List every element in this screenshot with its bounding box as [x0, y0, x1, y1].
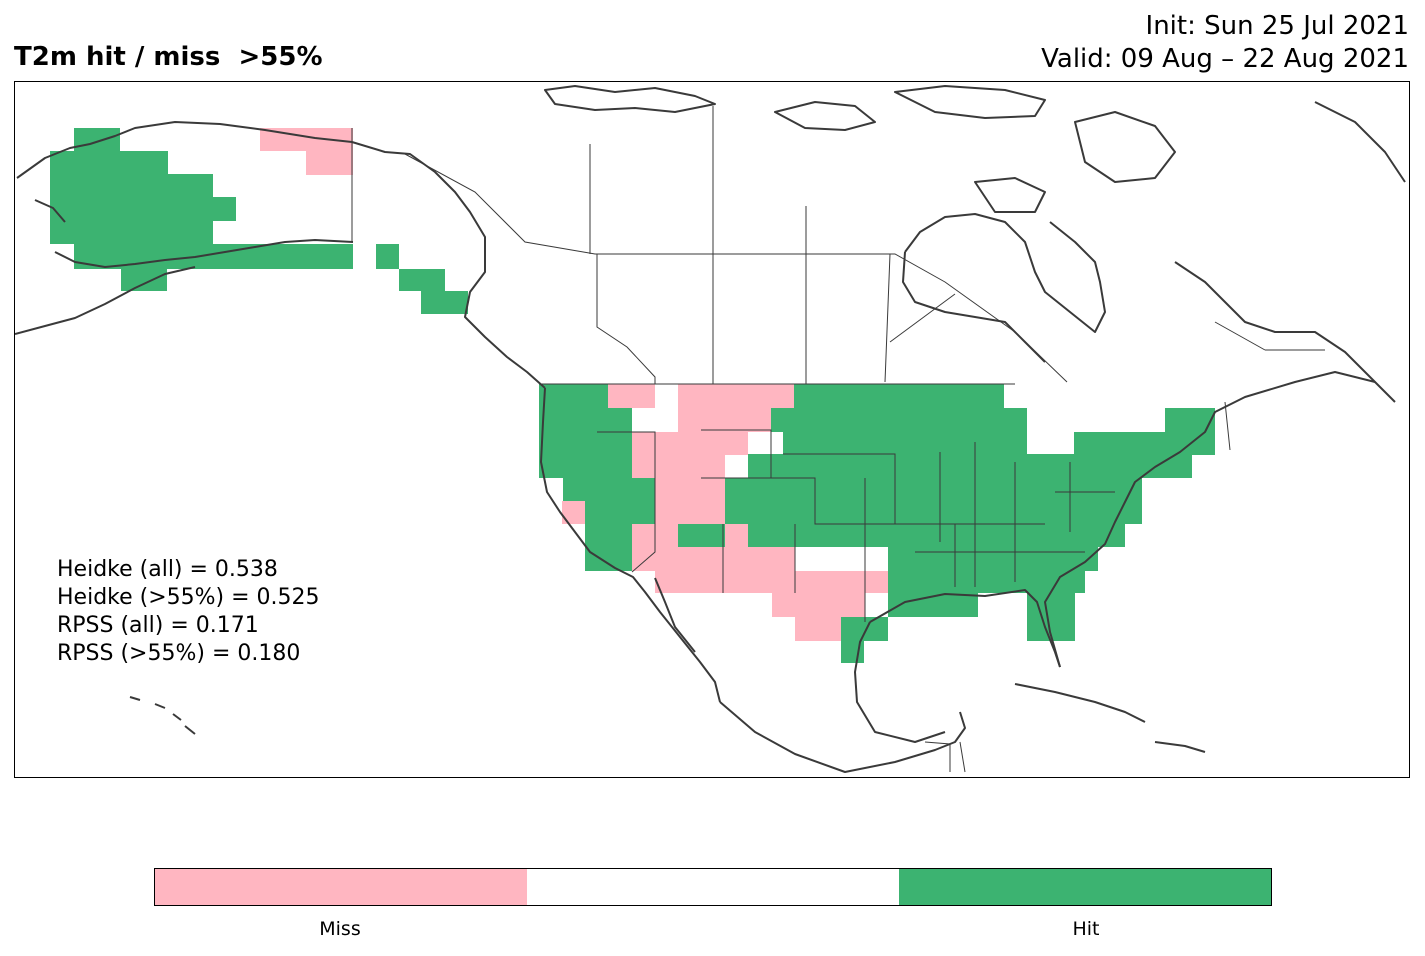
miss-cells-alaska	[260, 128, 353, 175]
colorbar-miss	[155, 869, 527, 905]
rpss-55: RPSS (>55%) = 0.180	[57, 641, 301, 666]
hit-cells-alaska	[50, 128, 468, 314]
init-date: Init: Sun 25 Jul 2021	[1145, 11, 1409, 41]
date-info: Init: Sun 25 Jul 2021 Valid: 09 Aug – 22…	[1041, 10, 1409, 76]
map-panel	[14, 81, 1410, 778]
colorbar-label-hit: Hit	[1072, 918, 1100, 940]
skill-scores: Heidke (all) = 0.538 Heidke (>55%) = 0.5…	[57, 556, 320, 668]
grid-cells	[50, 128, 1215, 663]
colorbar-neutral	[527, 869, 899, 905]
map-canvas	[15, 85, 1406, 773]
miss-cells-conus	[562, 384, 888, 641]
colorbar-label-miss: Miss	[319, 918, 361, 940]
heidke-55: Heidke (>55%) = 0.525	[57, 585, 320, 610]
map-title: T2m hit / miss >55%	[14, 42, 323, 72]
borders	[351, 106, 1325, 773]
rpss-all: RPSS (all) = 0.171	[57, 613, 259, 638]
heidke-all: Heidke (all) = 0.538	[57, 557, 278, 582]
coastlines	[15, 85, 1406, 773]
colorbar-hit	[899, 869, 1271, 905]
valid-period: Valid: 09 Aug – 22 Aug 2021	[1041, 44, 1409, 74]
colorbar	[154, 868, 1272, 906]
hit-cells-conus	[539, 384, 1215, 663]
